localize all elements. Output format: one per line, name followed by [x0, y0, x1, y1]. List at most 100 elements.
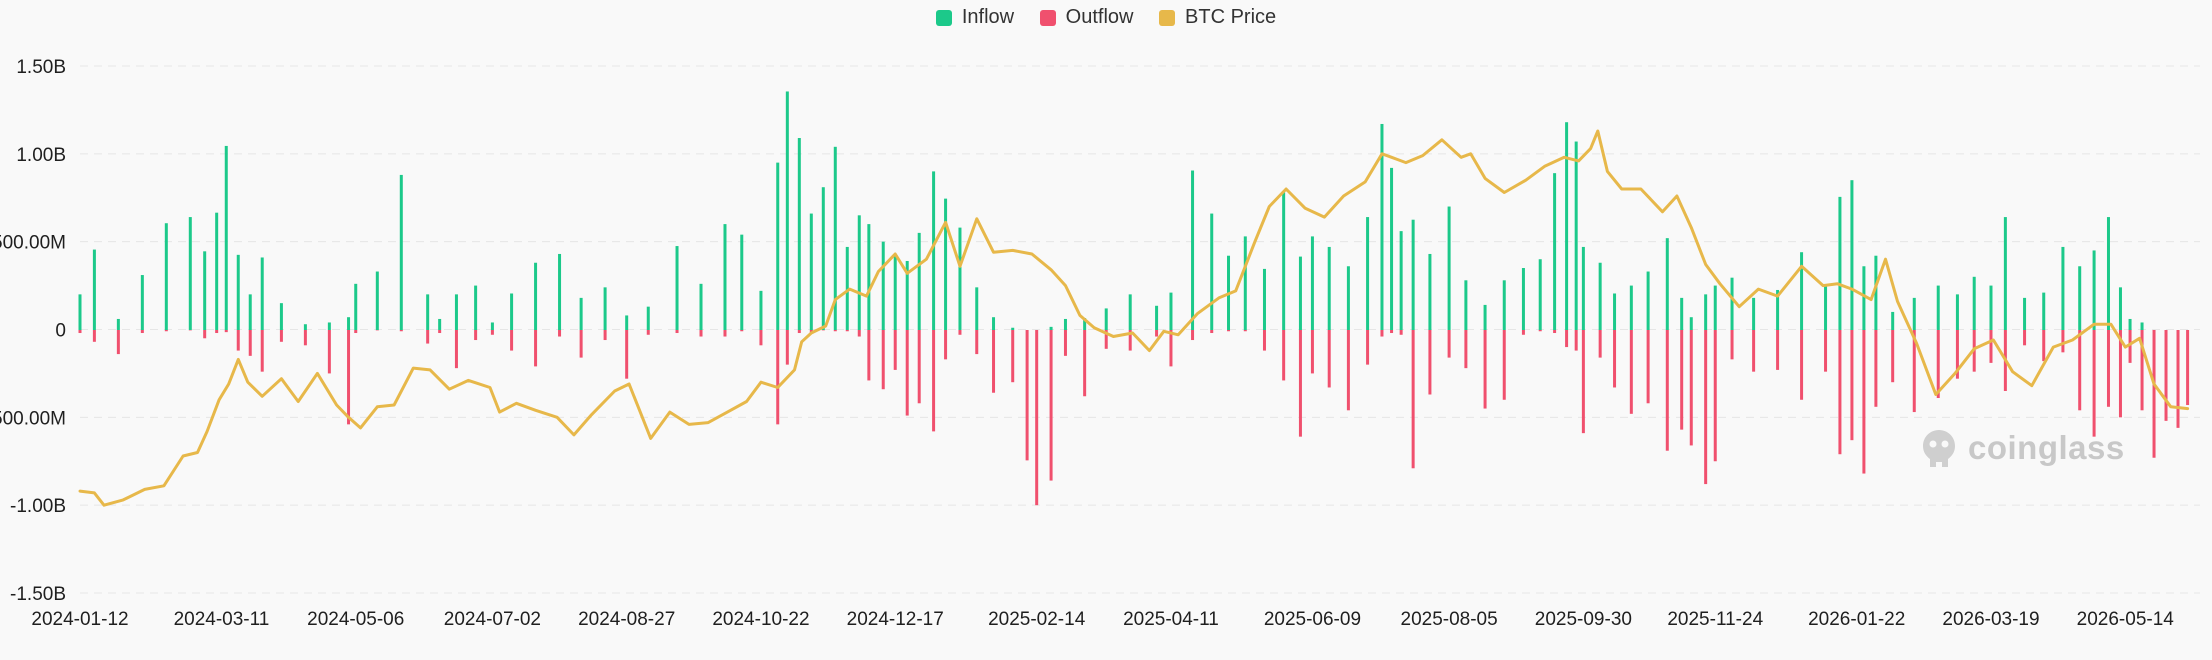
legend-item-outflow[interactable]: Outflow	[1039, 6, 1134, 29]
outflow-bar	[2128, 330, 2132, 363]
inflow-bar	[1399, 231, 1403, 330]
outflow-bar	[1104, 330, 1108, 349]
outflow-bar	[646, 330, 650, 335]
inflow-bar	[203, 251, 207, 330]
x-tick-label: 2024-08-27	[578, 609, 675, 630]
outflow-bar	[303, 330, 307, 346]
outflow-bar	[1730, 330, 1734, 360]
outflow-bar	[1574, 330, 1578, 351]
outflow-bar	[454, 330, 458, 369]
outflow-bar	[776, 330, 780, 425]
inflow-bar	[2003, 217, 2007, 330]
inflow-bar	[1210, 213, 1214, 330]
inflow-bar	[1574, 141, 1578, 330]
outflow-bar	[2186, 330, 2190, 406]
outflow-bar	[1824, 330, 1828, 372]
outflow-bar	[1565, 330, 1569, 348]
outflow-bar	[1411, 330, 1415, 469]
outflow-bar	[905, 330, 909, 416]
outflow-bar	[1128, 330, 1132, 351]
outflow-bar	[164, 330, 168, 332]
outflow-bar	[958, 330, 962, 335]
inflow-bar	[1083, 318, 1087, 330]
legend: Inflow Outflow BTC Price	[0, 6, 2212, 32]
grid-lines	[80, 65, 2200, 594]
inflow-bar	[1800, 252, 1804, 330]
inflow-bar	[1298, 256, 1302, 330]
legend-label-outflow: Outflow	[1065, 6, 1134, 28]
outflow-bar	[1629, 330, 1633, 414]
y-tick-label: 1.00B	[16, 145, 66, 166]
outflow-bar	[1613, 330, 1617, 388]
inflow-bar	[1191, 170, 1195, 330]
outflow-bar	[399, 330, 403, 332]
outflow-bar	[2118, 330, 2122, 418]
inflow-swatch-icon	[935, 9, 952, 26]
outflow-bar	[474, 330, 478, 341]
y-tick-label: -1.00B	[10, 496, 66, 517]
outflow-bar	[78, 330, 82, 334]
inflow-bar	[1665, 238, 1669, 330]
legend-item-btc-price[interactable]: BTC Price	[1159, 6, 1276, 29]
inflow-bar	[327, 322, 331, 330]
watermark-text: coinglass	[1968, 429, 2125, 466]
outflow-bar	[797, 330, 801, 334]
inflow-bar	[215, 212, 219, 330]
inflow-bar	[558, 253, 562, 330]
inflow-bar	[975, 287, 979, 330]
outflow-bar	[438, 330, 442, 334]
x-tick-label: 2024-07-02	[444, 609, 541, 630]
outflow-bar	[740, 330, 744, 332]
inflow-bar	[1646, 271, 1650, 330]
inflow-bar	[1850, 180, 1854, 330]
outflow-bar	[1262, 330, 1266, 351]
inflow-bar	[1629, 285, 1633, 330]
y-tick-label: 0	[55, 321, 66, 342]
legend-item-inflow[interactable]: Inflow	[935, 6, 1014, 29]
outflow-bar	[2176, 330, 2180, 428]
outflow-bar	[92, 330, 96, 342]
inflow-bar	[1972, 276, 1976, 330]
inflow-bar	[1282, 192, 1286, 330]
inflow-bar	[1565, 122, 1569, 330]
outflow-bar	[2152, 330, 2156, 458]
inflow-bar	[893, 255, 897, 330]
outflow-bar	[1346, 330, 1350, 411]
outflow-bar	[534, 330, 538, 367]
outflow-bar	[224, 330, 228, 333]
inflow-bar	[1049, 326, 1053, 330]
inflow-bar	[759, 290, 763, 330]
outflow-bar	[1553, 330, 1557, 334]
inflow-bar	[1776, 289, 1780, 330]
legend-label-btc-price: BTC Price	[1185, 6, 1277, 28]
inflow-bar	[1553, 173, 1557, 330]
inflow-bar	[140, 275, 144, 330]
inflow-bar	[1390, 167, 1394, 330]
x-tick-label: 2024-03-11	[174, 609, 270, 630]
inflow-bar	[797, 138, 801, 330]
outflow-bar	[203, 330, 207, 339]
btc-price-swatch-icon	[1159, 9, 1176, 26]
outflow-bar	[1380, 330, 1384, 337]
outflow-bar	[1282, 330, 1286, 381]
outflow-bar	[1191, 330, 1195, 341]
inflow-bar	[1538, 259, 1542, 330]
price-line-layer	[78, 129, 2190, 507]
outflow-bar	[1936, 330, 1940, 399]
x-tick-label: 2026-03-19	[1942, 609, 2039, 630]
inflow-bar	[1155, 305, 1159, 330]
outflow-bar	[490, 330, 494, 335]
outflow-bar	[1581, 330, 1585, 434]
inflow-bar	[2078, 266, 2082, 330]
inflow-bar	[2061, 246, 2065, 330]
inflow-bar	[260, 257, 264, 330]
inflow-bar	[1447, 206, 1451, 330]
outflow-bar	[1447, 330, 1451, 358]
outflow-bar	[1155, 330, 1159, 337]
outflow-bar	[1713, 330, 1717, 462]
btc-price-line	[78, 129, 2190, 507]
x-tick-label: 2025-04-11	[1123, 609, 1219, 630]
inflow-bar	[867, 224, 871, 330]
